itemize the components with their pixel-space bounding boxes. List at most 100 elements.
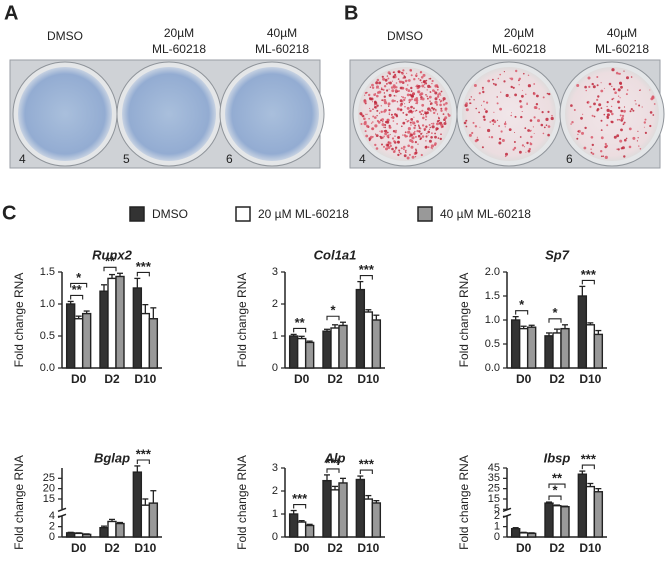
stain-dot — [421, 132, 423, 134]
stain-dot — [409, 135, 411, 138]
stain-dot — [412, 110, 414, 112]
stain-dot — [600, 129, 603, 132]
stain-dot — [388, 93, 392, 97]
stain-dot — [445, 107, 447, 110]
stain-dot — [430, 144, 434, 148]
stain-dot — [421, 109, 424, 112]
stain-dot — [394, 114, 396, 116]
stain-dot — [628, 127, 632, 131]
error-bar — [67, 300, 74, 304]
stain-dot — [410, 132, 412, 135]
stain-dot — [415, 109, 418, 112]
bar — [65, 303, 76, 369]
stain-dot — [538, 108, 540, 110]
stain-dot — [402, 112, 405, 114]
stain-dot — [412, 121, 416, 125]
stain-dot — [429, 126, 431, 129]
x-tick-label: D10 — [134, 541, 156, 555]
stain-dot — [430, 123, 433, 125]
stain-dot — [619, 114, 622, 117]
stain-dot — [405, 87, 408, 91]
stain-dot — [547, 110, 550, 113]
stain-dot — [626, 76, 629, 80]
bar — [115, 522, 125, 538]
stain-dot — [404, 103, 406, 105]
stain-dot — [380, 110, 383, 114]
stain-dot — [620, 117, 624, 120]
column-label: ML-60218 — [255, 42, 309, 56]
error-bar — [83, 310, 90, 314]
significance-bracket — [293, 504, 307, 509]
bar — [560, 506, 570, 538]
stain-dot — [576, 84, 580, 87]
stain-dot — [406, 106, 410, 110]
stain-dot — [618, 72, 621, 75]
legend-swatch — [235, 206, 251, 222]
stain-dot — [411, 140, 414, 144]
stain-dot — [532, 126, 535, 128]
stain-dot — [394, 146, 398, 149]
stain-dot — [420, 76, 424, 79]
stain-dot — [582, 113, 584, 115]
bar — [585, 485, 596, 538]
stain-dot — [603, 113, 606, 116]
stain-dot — [429, 100, 431, 102]
stain-dot — [390, 113, 393, 116]
stain-dot — [417, 90, 421, 94]
stain-dot — [649, 111, 653, 114]
stain-dot — [628, 145, 632, 149]
significance-label: *** — [581, 267, 597, 282]
stain-dot — [442, 100, 444, 102]
error-bar — [520, 325, 527, 329]
stain-dot — [643, 126, 645, 128]
stain-dot — [394, 89, 398, 92]
stain-dot — [499, 107, 502, 111]
stain-dot — [427, 134, 429, 136]
stain-dot — [406, 93, 410, 97]
stain-dot — [508, 128, 512, 132]
stain-dot — [481, 104, 482, 106]
stain-dot — [408, 101, 410, 104]
stain-dot — [536, 94, 539, 98]
stain-dot — [651, 95, 655, 98]
bar — [107, 277, 117, 369]
stain-dot — [613, 135, 617, 139]
stain-dot — [409, 121, 412, 124]
stain-dot — [593, 102, 596, 106]
stain-dot — [429, 104, 431, 105]
error-bar — [340, 321, 346, 326]
stain-dot — [369, 97, 372, 101]
stain-dot — [600, 89, 604, 93]
significance-bracket — [548, 483, 566, 489]
stain-dot — [535, 103, 539, 106]
stain-dot — [403, 148, 405, 151]
stain-dot — [412, 132, 416, 136]
stain-dot — [398, 151, 401, 154]
stain-dot — [364, 130, 367, 133]
column-label: 40µM — [607, 26, 637, 40]
stain-dot — [649, 124, 652, 128]
stain-dot — [404, 131, 407, 134]
stain-dot — [418, 124, 420, 126]
stain-dot — [415, 156, 417, 158]
stain-dot — [606, 124, 609, 127]
stain-dot — [600, 82, 602, 84]
stain-dot — [411, 106, 414, 108]
stain-dot — [392, 71, 395, 74]
stain-dot — [443, 103, 446, 106]
stain-dot — [410, 86, 413, 90]
stain-dot — [436, 122, 439, 126]
stain-dot — [369, 107, 371, 110]
stain-dot — [501, 139, 505, 142]
stain-dot — [376, 104, 379, 107]
stain-dot — [496, 96, 498, 98]
stain-dot — [404, 97, 406, 99]
x-tick-label: D2 — [104, 541, 120, 555]
stain-dot — [369, 86, 372, 88]
stain-dot — [374, 124, 378, 128]
stain-dot — [619, 97, 621, 99]
error-bar — [595, 487, 602, 492]
stain-dot — [370, 122, 373, 124]
stain-dot — [425, 119, 427, 121]
stain-dot — [413, 98, 417, 102]
